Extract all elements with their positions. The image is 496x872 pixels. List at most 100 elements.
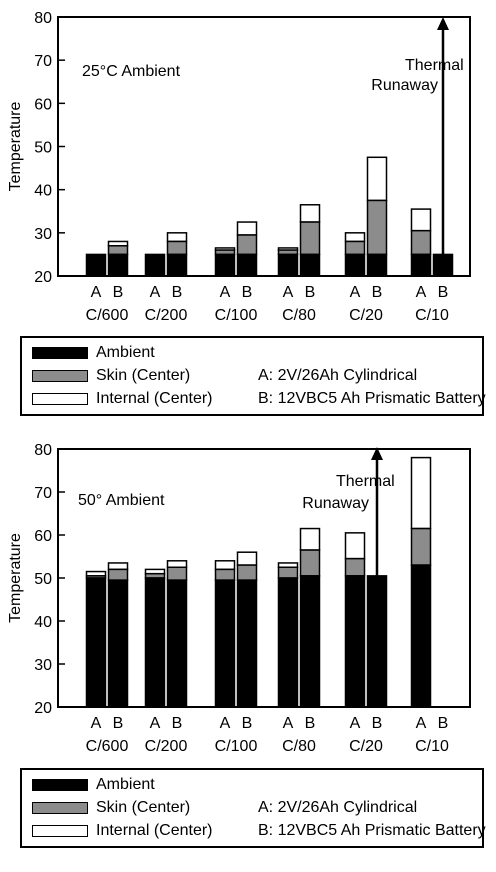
bar-ambient [366, 253, 388, 277]
legend-label-internal: Internal (Center) [96, 390, 213, 407]
bar-skin [107, 245, 129, 256]
y-tick-label: 60 [34, 528, 52, 545]
ambient-annotation: 50° Ambient [78, 492, 165, 509]
bar-ambient [277, 253, 299, 277]
bar-letter-label: B [242, 284, 253, 301]
bar-skin [107, 568, 129, 581]
internal-swatch-icon [32, 825, 88, 837]
bar-letter-label: B [438, 284, 449, 301]
y-tick-label: 60 [34, 96, 52, 113]
bar-ambient [236, 579, 258, 708]
bar-internal [299, 527, 321, 551]
chart-1: 20 30 40 50 60 70 80 Temperature 25°C Ambient The… [7, 10, 471, 324]
bar-internal [410, 208, 432, 232]
legend-row-ambient: Ambient [32, 344, 155, 362]
arrow-head-icon [371, 447, 383, 460]
bar-ambient [214, 253, 236, 277]
legend-note-a: A: 2V/26Ah Cylindrical [258, 799, 418, 816]
plot-frame [57, 16, 471, 277]
bar-ambient [144, 577, 166, 708]
bar-internal [410, 456, 432, 530]
bar-ambient [344, 575, 366, 708]
bar-ambient [166, 579, 188, 708]
group-label: C/80 [282, 307, 316, 324]
bar-ambient [410, 564, 432, 708]
bar-ambient [299, 253, 321, 277]
bar-ambient [410, 253, 432, 277]
bar-letter-label: B [305, 715, 316, 732]
group-label: C/200 [145, 738, 188, 755]
ambient-swatch-icon [32, 779, 88, 791]
chart-2: 20 30 40 50 60 70 80 Temperature 50° Ambient Ther… [7, 442, 471, 755]
y-tick-label: 80 [34, 442, 52, 459]
bar-letter-label: A [91, 284, 102, 301]
y-tick-label: 40 [34, 183, 52, 200]
y-tick-label: 70 [34, 53, 52, 70]
thermal-runaway-label: Thermal [336, 473, 395, 490]
bar-skin [299, 549, 321, 577]
legend-label-ambient: Ambient [96, 344, 155, 361]
bar-ambient [85, 577, 107, 708]
bar-ambient [107, 579, 129, 708]
bar-internal [166, 560, 188, 568]
bar-ambient [344, 253, 366, 277]
bar-letter-label: A [283, 284, 294, 301]
bar-letter-label: B [305, 284, 316, 301]
legend-row-skin: Skin (Center) [32, 367, 190, 385]
bar-internal [344, 232, 366, 243]
group-label: C/100 [215, 738, 258, 755]
y-tick-label: 30 [34, 226, 52, 243]
bar-ambient [277, 577, 299, 708]
legend-label-internal: Internal (Center) [96, 822, 213, 839]
bar-ambient [432, 253, 454, 277]
bar-skin [277, 566, 299, 579]
bar-letter-label: B [172, 715, 183, 732]
y-axis-label: Temperature [7, 101, 24, 191]
thermal-runaway-label: Thermal [405, 57, 464, 74]
bar-ambient [107, 253, 129, 277]
bar-ambient [214, 579, 236, 708]
bar-ambient [166, 253, 188, 277]
bar-skin [166, 240, 188, 256]
bar-letter-label: B [242, 715, 253, 732]
legend-row-ambient: Ambient [32, 776, 155, 794]
bar-skin [214, 568, 236, 581]
bar-ambient [299, 575, 321, 708]
group-label: C/600 [86, 738, 129, 755]
bar-letter-label: A [350, 284, 361, 301]
legend-label-ambient: Ambient [96, 776, 155, 793]
arrow-head-icon [437, 17, 449, 30]
bar-letter-label: A [220, 284, 231, 301]
legend-label-skin: Skin (Center) [96, 799, 191, 816]
group-label: C/20 [349, 738, 383, 755]
bar-letter-label: B [172, 284, 183, 301]
bar-skin [236, 234, 258, 256]
group-label: C/100 [215, 307, 258, 324]
bar-letter-label: A [91, 715, 102, 732]
bar-letter-label: A [350, 715, 361, 732]
bar-internal [344, 532, 366, 560]
y-tick-label: 50 [34, 571, 52, 588]
bar-internal [236, 551, 258, 566]
internal-swatch-icon [32, 393, 88, 405]
ambient-swatch-icon [32, 347, 88, 359]
bar-internal [166, 232, 188, 243]
legend-label-skin: Skin (Center) [96, 367, 191, 384]
bar-internal [107, 562, 129, 571]
bar-skin [166, 566, 188, 581]
y-tick-label: 40 [34, 614, 52, 631]
y-tick-label: 20 [34, 269, 52, 286]
y-axis-label: Temperature [7, 533, 24, 623]
group-label: C/10 [415, 738, 449, 755]
bar-ambient [144, 253, 166, 277]
bar-ambient [366, 575, 388, 708]
legend-top: Ambient Skin (Center) Internal (Center) … [20, 336, 486, 416]
skin-swatch-icon [32, 802, 88, 814]
skin-swatch-icon [32, 370, 88, 382]
bar-letter-label: A [283, 715, 294, 732]
bar-ambient [236, 253, 258, 277]
bar-skin [410, 229, 432, 256]
legend-row-internal: Internal (Center) [32, 390, 213, 408]
y-tick-label: 70 [34, 485, 52, 502]
